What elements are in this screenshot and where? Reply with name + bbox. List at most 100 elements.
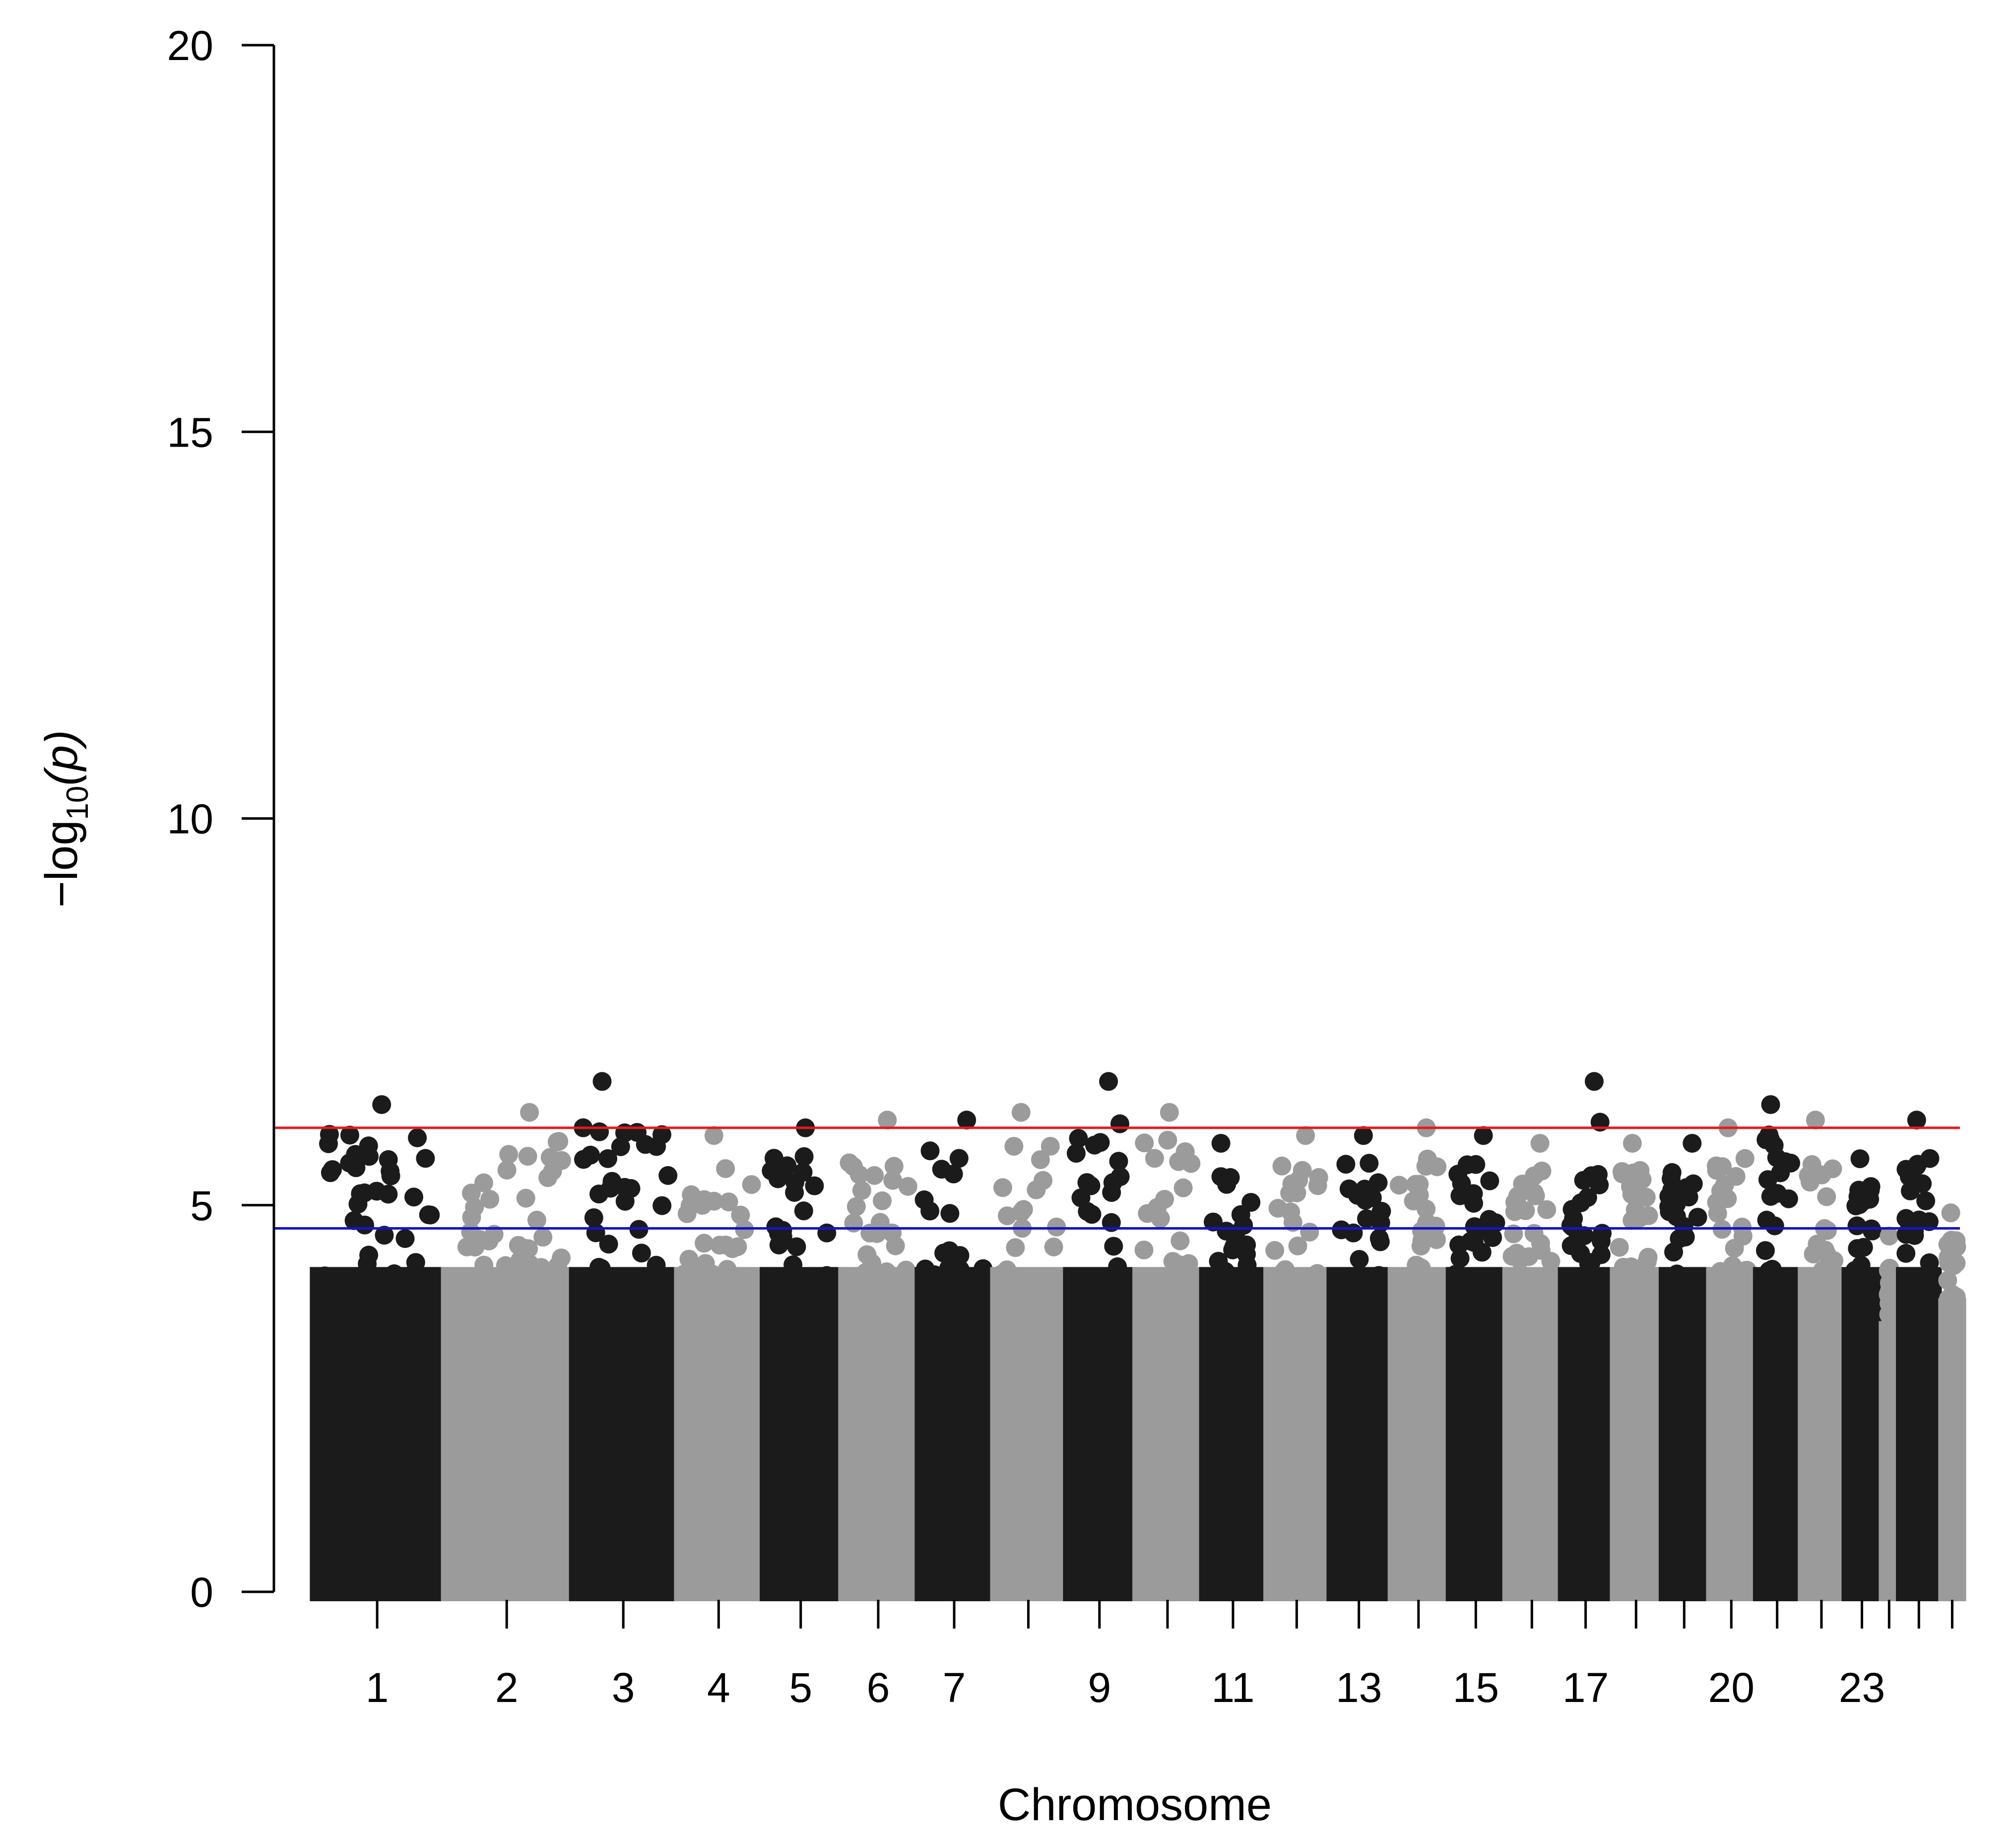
snp-point	[1237, 1235, 1256, 1254]
snp-point	[1709, 1280, 1729, 1299]
snp-point	[379, 1150, 398, 1169]
snp-point-peak	[1354, 1126, 1373, 1145]
snp-point	[1332, 1220, 1351, 1240]
snp-point	[652, 1125, 671, 1144]
chromosome-11-points	[1199, 1134, 1267, 1601]
snp-point	[611, 1137, 630, 1156]
snp-point	[1107, 1287, 1126, 1307]
snp-point	[601, 1178, 620, 1198]
chromosome-19-points	[1658, 1134, 1710, 1601]
snp-cluster	[760, 1267, 842, 1601]
snp-point	[1505, 1202, 1524, 1221]
snp-point	[1356, 1191, 1375, 1210]
snp-point	[474, 1173, 493, 1192]
snp-point	[469, 1270, 489, 1290]
x-tick-label: 3	[612, 1664, 635, 1711]
snp-point	[495, 1280, 515, 1300]
x-tick-label: 5	[789, 1664, 812, 1711]
snp-point	[1104, 1237, 1123, 1256]
y-tick-label: 20	[167, 22, 213, 69]
snp-point	[1016, 1285, 1035, 1305]
snp-point	[586, 1223, 605, 1242]
snp-point	[883, 1171, 903, 1190]
snp-cluster	[1610, 1267, 1663, 1601]
snp-point	[533, 1228, 553, 1247]
snp-point	[360, 1147, 379, 1166]
chromosome-9-points	[1063, 1072, 1136, 1601]
snp-point	[385, 1264, 404, 1283]
snp-point	[1357, 1209, 1376, 1229]
snp-point	[785, 1173, 804, 1192]
snp-cluster	[1658, 1267, 1710, 1601]
snp-point-peak	[1880, 1227, 1899, 1246]
snp-point	[1169, 1152, 1188, 1171]
snp-point	[1771, 1163, 1790, 1182]
snp-point	[581, 1145, 600, 1165]
snp-point	[997, 1260, 1017, 1279]
x-tick-label: 7	[943, 1664, 966, 1711]
snp-point-peak	[878, 1111, 897, 1130]
y-tick-label: 15	[167, 409, 213, 456]
snp-point	[1896, 1160, 1916, 1179]
snp-cluster	[1445, 1267, 1506, 1601]
snp-point	[1809, 1269, 1828, 1289]
snp-point	[1073, 1288, 1093, 1307]
snp-point	[310, 1275, 329, 1294]
snp-point	[926, 1276, 945, 1296]
snp-point	[496, 1256, 515, 1275]
snp-point	[1913, 1174, 1932, 1193]
snp-point	[395, 1229, 415, 1248]
snp-point-peak	[704, 1126, 723, 1145]
snp-point	[381, 1166, 400, 1185]
y-axis-title-subscript: 10	[61, 785, 95, 820]
snp-point	[1614, 1257, 1633, 1277]
snp-point	[1633, 1272, 1652, 1292]
snp-point	[1368, 1173, 1388, 1192]
snp-cluster	[1387, 1267, 1449, 1601]
snp-point	[1524, 1224, 1544, 1243]
snp-point	[344, 1211, 364, 1230]
snp-point	[1683, 1284, 1702, 1304]
snp-point	[865, 1166, 884, 1185]
snp-point	[884, 1157, 904, 1176]
snp-point	[695, 1234, 714, 1253]
snp-point	[1158, 1130, 1177, 1150]
snp-point	[1480, 1171, 1499, 1190]
snp-point	[1664, 1242, 1683, 1262]
snp-point	[1388, 1281, 1408, 1301]
snp-point	[1735, 1149, 1755, 1168]
x-axis-title: Chromosome	[998, 1779, 1272, 1830]
snp-cluster	[1706, 1267, 1757, 1601]
chromosome-25-points	[1896, 1111, 1942, 1601]
snp-cluster	[1326, 1267, 1391, 1601]
x-axis: 1 2 3 4 5 6 7 9 11 13 15 17 20 23	[366, 1600, 1953, 1711]
snp-point	[1241, 1193, 1261, 1212]
snp-point	[1939, 1248, 1958, 1267]
snp-point	[1418, 1149, 1437, 1169]
snp-point	[408, 1128, 427, 1148]
snp-point	[406, 1253, 425, 1272]
chromosome-3-points	[569, 1072, 678, 1601]
snp-point	[1916, 1191, 1936, 1211]
snp-cluster	[1938, 1298, 1966, 1601]
snp-point-peak	[1474, 1126, 1493, 1145]
snp-point	[1071, 1188, 1091, 1207]
snp-point-peak	[1761, 1095, 1780, 1114]
snp-point-peak	[1850, 1149, 1870, 1169]
snp-point-peak	[1099, 1072, 1118, 1091]
y-tick-label: 5	[190, 1182, 213, 1229]
snp-point	[1336, 1155, 1356, 1174]
snp-point	[1755, 1284, 1774, 1304]
snp-cluster	[310, 1267, 445, 1601]
chromosome-7-points	[914, 1111, 994, 1601]
snp-point-peak	[1160, 1103, 1179, 1122]
snp-point	[1372, 1202, 1391, 1221]
snp-point	[920, 1141, 940, 1161]
snp-point	[1346, 1271, 1365, 1291]
snp-point	[1532, 1161, 1552, 1180]
snp-point	[1044, 1238, 1063, 1256]
snp-point	[1480, 1210, 1499, 1229]
snp-point	[1537, 1200, 1557, 1219]
snp-point	[538, 1168, 558, 1187]
y-tick-label: 0	[190, 1569, 213, 1616]
